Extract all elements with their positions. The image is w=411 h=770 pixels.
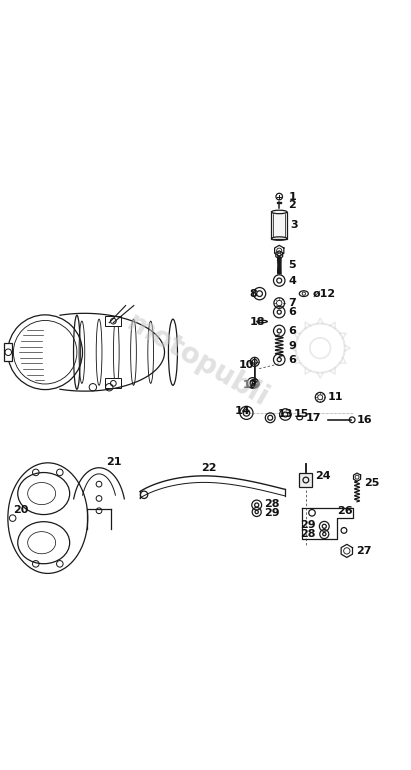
Circle shape xyxy=(8,315,83,390)
Text: 13: 13 xyxy=(277,409,293,419)
Text: 26: 26 xyxy=(337,506,353,516)
Text: motopubli: motopubli xyxy=(121,309,273,412)
Text: 6: 6 xyxy=(288,307,296,317)
Text: 17: 17 xyxy=(305,413,321,423)
Text: ø12: ø12 xyxy=(313,289,336,299)
Bar xyxy=(105,316,121,326)
Text: 24: 24 xyxy=(315,471,330,481)
Text: 4: 4 xyxy=(288,276,296,286)
Text: 18: 18 xyxy=(250,316,265,326)
Text: 29: 29 xyxy=(264,507,280,517)
Text: 11: 11 xyxy=(328,392,343,402)
Text: 29: 29 xyxy=(300,520,315,530)
Text: 6: 6 xyxy=(288,326,296,336)
Text: 14: 14 xyxy=(235,406,251,416)
Text: 25: 25 xyxy=(365,478,380,488)
Bar xyxy=(299,473,312,487)
Text: 2: 2 xyxy=(288,199,296,209)
Text: 10: 10 xyxy=(238,360,254,370)
Text: 1: 1 xyxy=(288,192,296,202)
Text: 9: 9 xyxy=(288,340,296,350)
Text: 8: 8 xyxy=(250,289,257,299)
Text: 28: 28 xyxy=(264,499,279,509)
Bar xyxy=(271,212,287,239)
Text: 15: 15 xyxy=(293,410,309,420)
Text: 28: 28 xyxy=(300,529,315,539)
Text: 22: 22 xyxy=(201,463,217,473)
Text: 21: 21 xyxy=(106,457,122,467)
Text: 3: 3 xyxy=(291,220,298,230)
Text: 20: 20 xyxy=(13,505,28,515)
Text: 27: 27 xyxy=(356,546,371,556)
Text: 5: 5 xyxy=(288,260,296,270)
Bar xyxy=(105,378,121,388)
Ellipse shape xyxy=(271,210,287,213)
Text: 7: 7 xyxy=(288,298,296,308)
Bar xyxy=(4,343,12,361)
Text: 13: 13 xyxy=(243,380,259,390)
Text: 6: 6 xyxy=(288,355,296,365)
Text: 16: 16 xyxy=(356,415,372,425)
